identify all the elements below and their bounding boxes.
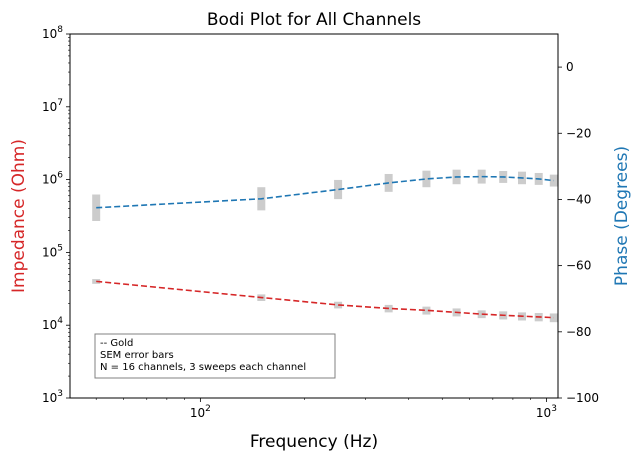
y-left-tick-label: 105	[42, 243, 63, 259]
y-left-tick-label: 103	[42, 389, 63, 405]
x-tick-label: 103	[536, 404, 557, 420]
annotation-box: -- Gold SEM error bars N = 16 channels, …	[94, 333, 336, 379]
annotation-line-errorbars: SEM error bars	[100, 350, 174, 361]
chart-title: Bodi Plot for All Channels	[207, 10, 421, 30]
plot-frame	[69, 33, 559, 399]
y-left-tick-label: 104	[42, 316, 63, 332]
series-lines-layer	[96, 175, 554, 319]
annotation-line-sample-size: N = 16 channels, 3 sweeps each channel	[100, 362, 306, 373]
y-axis-left-title: Impedance (Ohm)	[9, 139, 29, 293]
y-right-tick-label: 0	[566, 60, 574, 74]
y-right-tick-label: −80	[566, 325, 591, 339]
y-left-tick-label: 106	[42, 171, 63, 187]
x-axis-title: Frequency (Hz)	[250, 432, 378, 452]
axes-layer: 103 104 105 106 107 108 0 −20 −40 −60 −80 −100 102 10…	[42, 25, 599, 420]
annotation-frame	[94, 333, 336, 379]
annotation-line-material: -- Gold	[100, 338, 133, 349]
y-right-tick-label: −20	[566, 126, 591, 140]
impedance-series-line	[96, 280, 554, 319]
y-right-tick-label: −100	[566, 391, 599, 405]
x-tick-label: 102	[190, 404, 211, 420]
y-left-tick-label: 108	[42, 25, 63, 41]
y-right-tick-label: −60	[566, 259, 591, 273]
y-left-tick-label: 107	[42, 98, 63, 114]
y-right-tick-label: −40	[566, 192, 591, 206]
phase-series-line	[96, 175, 554, 209]
y-axis-right-title: Phase (Degrees)	[612, 146, 632, 286]
